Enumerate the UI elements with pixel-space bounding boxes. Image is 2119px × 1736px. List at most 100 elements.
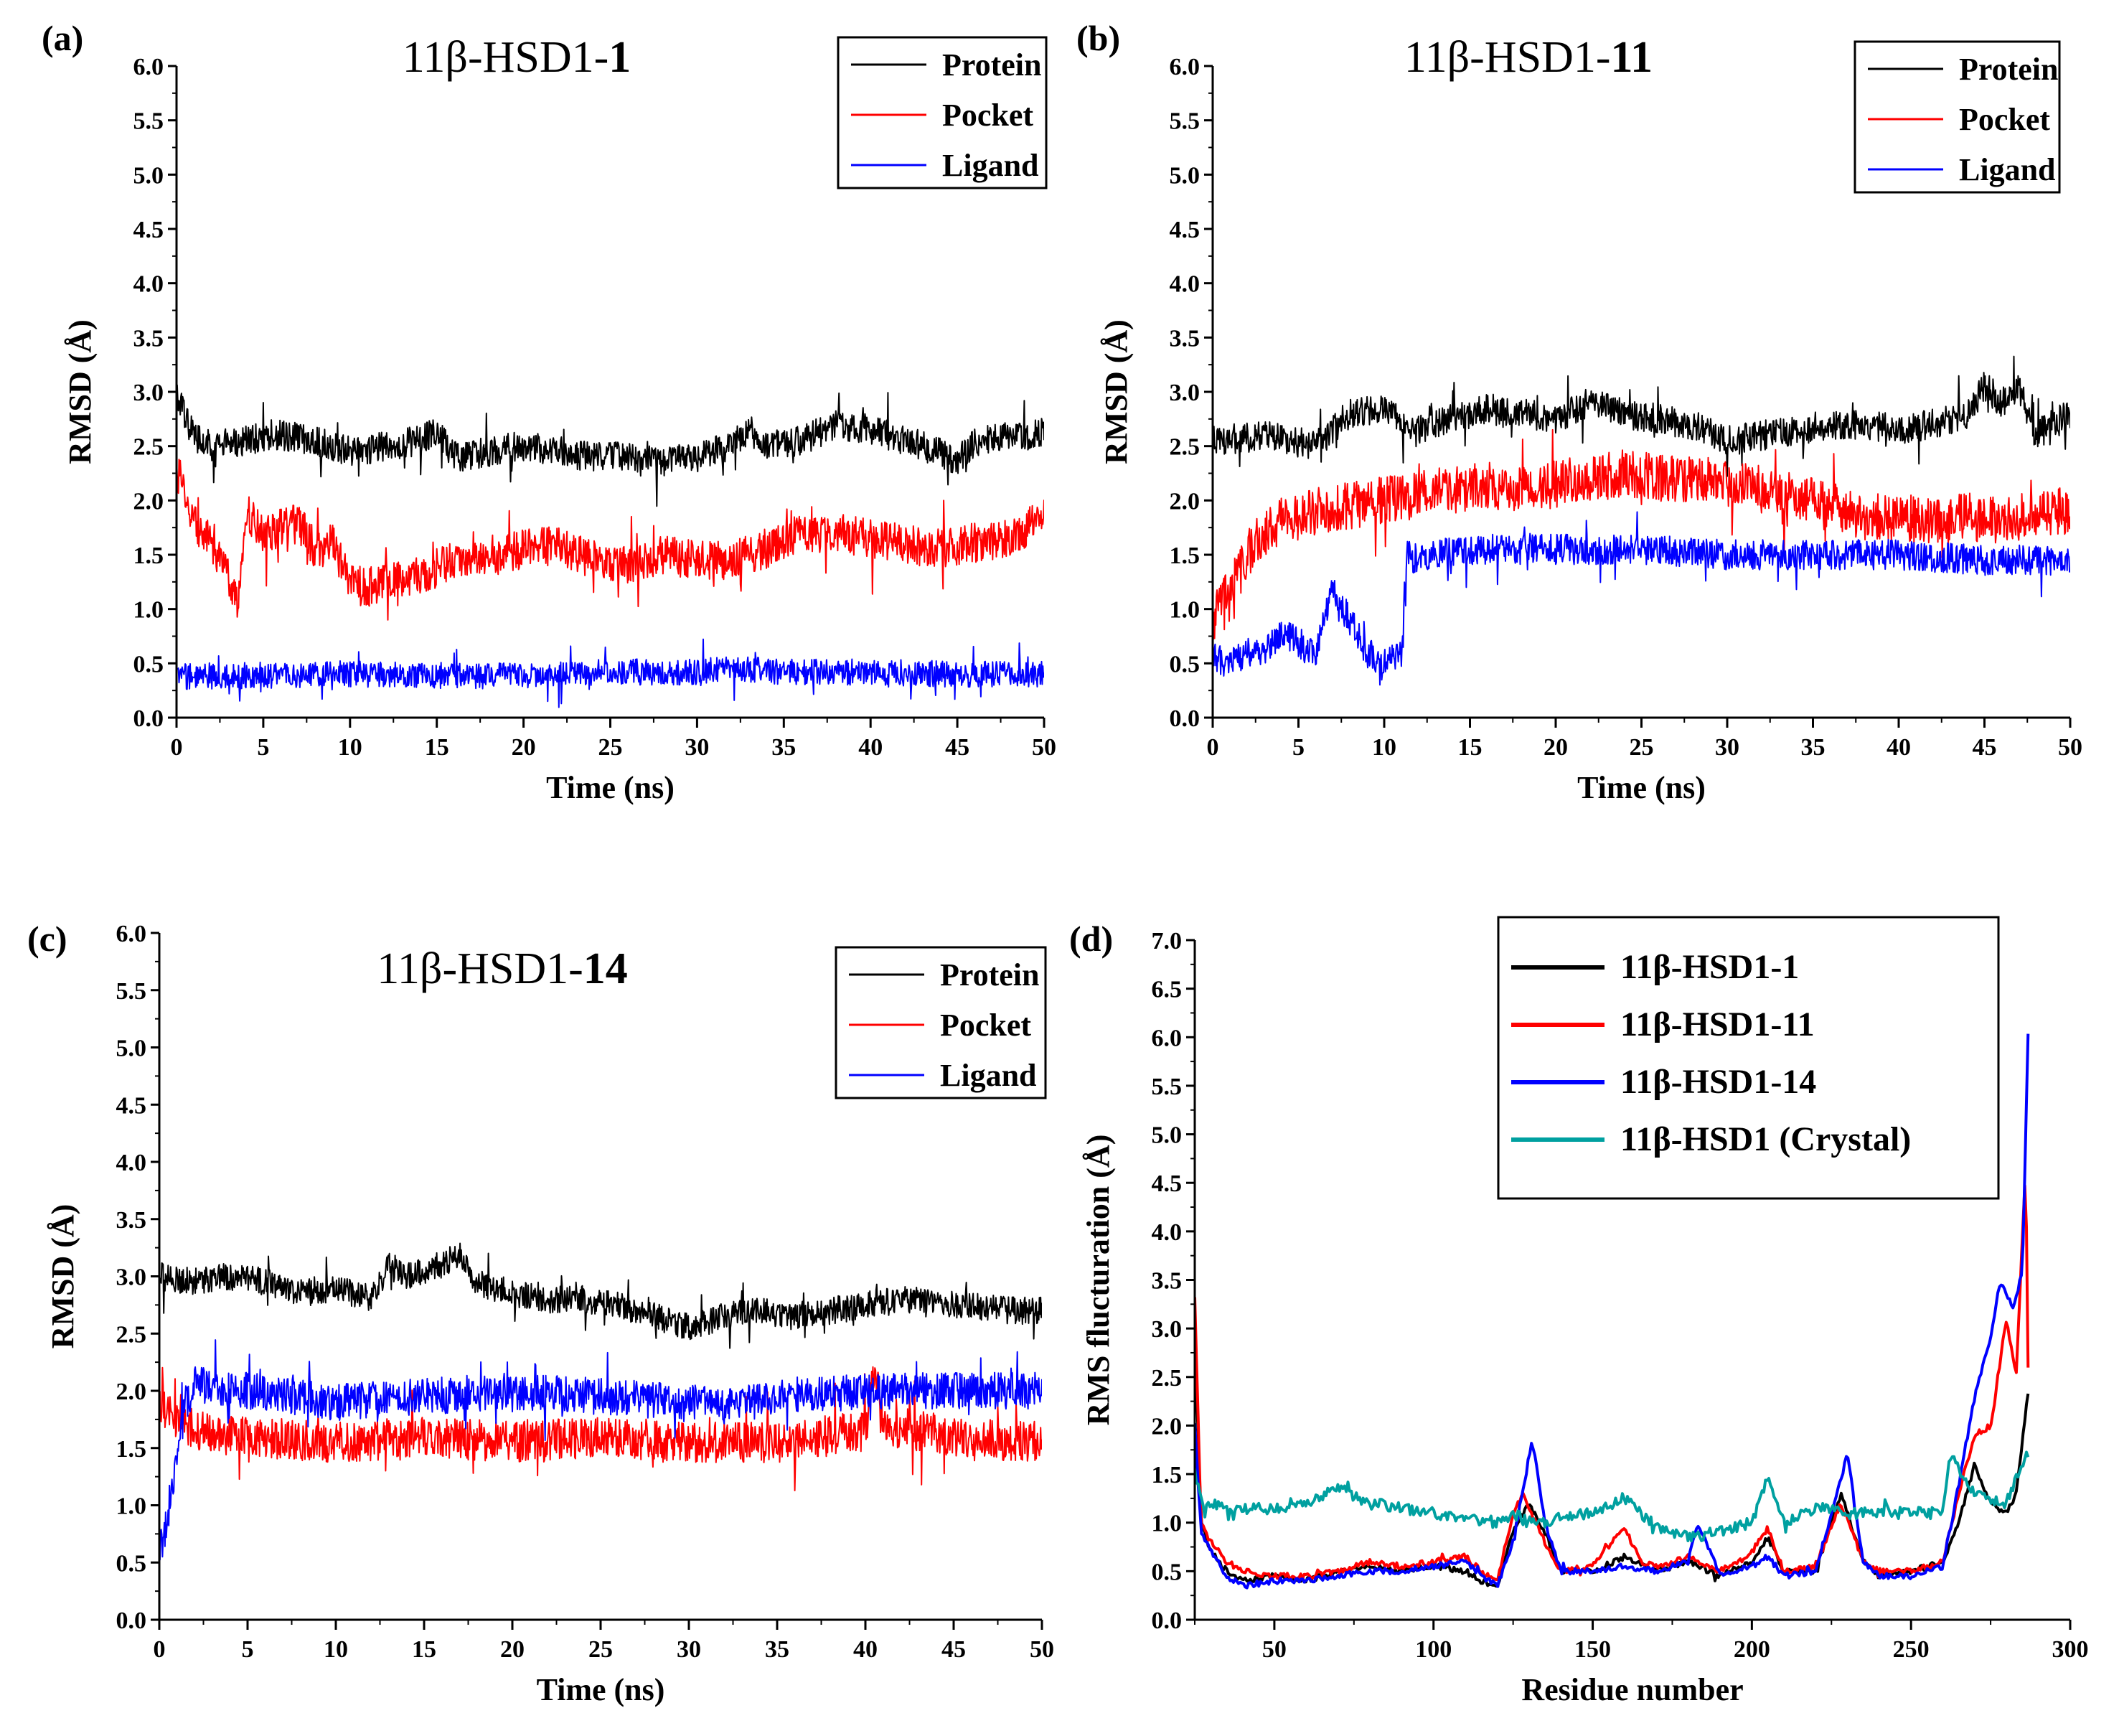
y-tick-label: 1.0: [1170, 597, 1201, 624]
y-axis-label: RMSD (Å): [62, 319, 98, 464]
legend-label: 11β-HSD1-14: [1620, 1063, 1816, 1101]
series-line-Pocket: [1213, 428, 2070, 641]
series-group: [159, 1242, 1042, 1561]
y-tick-label: 6.0: [1170, 54, 1201, 80]
y-tick-label: 0.5: [1152, 1559, 1183, 1585]
x-tick-label: 5: [257, 734, 269, 761]
x-tick-label: 50: [2058, 734, 2082, 761]
y-tick-label: 3.0: [1152, 1316, 1183, 1343]
legend-label: Ligand: [942, 148, 1039, 183]
panel-3: 0.0 0.5 1.0 1.5 2.0 2.5 3.0 3.5 4.0 4.5 5.0 5.5 6.0 0…: [27, 919, 1054, 1707]
title-suffix: 11: [1610, 33, 1653, 82]
series-group: [1195, 1033, 2030, 1590]
y-tick-label: 3.0: [133, 380, 164, 406]
x-axis-label: Time (ns): [537, 1672, 665, 1707]
x-tick-label: 10: [324, 1636, 348, 1663]
x-tick-label: 35: [771, 734, 796, 761]
series-line-Pocket: [177, 459, 1044, 621]
y-tick-label: 4.0: [116, 1150, 147, 1176]
series-line-Protein: [159, 1242, 1042, 1349]
y-tick-label: 6.0: [133, 54, 164, 80]
title-prefix: 11β-HSD1-: [403, 33, 609, 82]
y-tick-label: 2.0: [1170, 488, 1201, 515]
y-tick-label: 3.5: [116, 1207, 147, 1234]
y-tick-label: 3.5: [1170, 325, 1201, 352]
panel-label: (b): [1076, 18, 1120, 58]
y-tick-label: 5.0: [1170, 162, 1201, 189]
x-axis-label: Time (ns): [1577, 770, 1706, 805]
panel-label: (a): [42, 18, 83, 58]
y-tick-label: 0.5: [1170, 651, 1201, 677]
panel-title: 11β-HSD1-14: [377, 944, 628, 993]
legend-box: [835, 946, 1047, 1099]
title-suffix: 1: [609, 33, 631, 82]
legend-label: 11β-HSD1 (Crystal): [1620, 1120, 1911, 1158]
y-tick-label: 5.5: [116, 978, 147, 1005]
y-tick-label: 2.0: [116, 1379, 147, 1405]
x-tick-label: 10: [1372, 734, 1396, 761]
panel-4: 0.0 0.5 1.0 1.5 2.0 2.5 3.0 3.5 4.0 4.5 5.0 5.5 6.0 6…: [1069, 916, 2089, 1707]
y-tick-label: 4.5: [1170, 217, 1201, 243]
y-tick-label: 1.5: [133, 543, 164, 569]
x-tick-label: 100: [1415, 1636, 1452, 1663]
y-axis-label: RMS flucturation (Å): [1081, 1135, 1116, 1426]
y-tick-label: 6.0: [1152, 1025, 1183, 1051]
x-tick-label: 0: [154, 1636, 166, 1663]
x-tick-label: 50: [1262, 1636, 1287, 1663]
x-tick-label: 40: [858, 734, 883, 761]
legend-label: Pocket: [940, 1008, 1031, 1043]
x-tick-label: 0: [171, 734, 183, 761]
x-tick-label: 15: [412, 1636, 436, 1663]
panel-label: (c): [27, 919, 67, 959]
series-line-Protein: [177, 384, 1044, 507]
x-tick-label: 20: [500, 1636, 525, 1663]
series-line-Protein: [1213, 355, 2070, 477]
y-tick-label: 4.0: [1152, 1219, 1183, 1246]
legend-label: Pocket: [1959, 102, 2050, 137]
y-tick-label: 6.0: [116, 921, 147, 947]
x-tick-label: 25: [1630, 734, 1654, 761]
series-line-11β-HSD1 (Crystal): [1195, 1450, 2030, 1543]
x-tick-label: 50: [1030, 1636, 1054, 1663]
y-tick-label: 2.5: [1170, 434, 1201, 461]
y-tick-label: 3.5: [133, 325, 164, 352]
x-tick-label: 200: [1734, 1636, 1770, 1663]
y-tick-label: 1.5: [1170, 543, 1201, 569]
y-tick-label: 1.0: [116, 1493, 147, 1520]
x-tick-label: 35: [1801, 734, 1826, 761]
y-tick-label: 3.5: [1152, 1268, 1183, 1295]
panel-1: 0.0 0.5 1.0 1.5 2.0 2.5 3.0 3.5 4.0 4.5 5.0 5.5 6.0 0…: [42, 18, 1056, 805]
legend-label: Ligand: [1959, 152, 2056, 187]
y-tick-label: 1.0: [133, 597, 164, 624]
y-tick-label: 4.5: [133, 217, 164, 243]
series-group: [1213, 355, 2070, 686]
x-tick-label: 40: [853, 1636, 878, 1663]
series-group: [177, 384, 1044, 708]
y-tick-label: 2.0: [133, 488, 164, 515]
x-tick-label: 150: [1574, 1636, 1611, 1663]
y-tick-label: 5.0: [116, 1036, 147, 1062]
x-tick-label: 30: [1715, 734, 1739, 761]
y-tick-label: 4.5: [1152, 1170, 1183, 1197]
y-tick-label: 7.0: [1152, 928, 1183, 954]
y-tick-label: 5.0: [133, 162, 164, 189]
legend-box: [1497, 916, 2000, 1200]
series-line-Ligand: [159, 1339, 1042, 1561]
series-line-11β-HSD1-11: [1195, 1184, 2030, 1582]
x-tick-label: 45: [1973, 734, 1997, 761]
legend-label: Protein: [940, 957, 1040, 993]
legend-label: Protein: [1959, 52, 2059, 87]
x-tick-label: 45: [945, 734, 969, 761]
x-tick-label: 45: [941, 1636, 966, 1663]
legend-label: 11β-HSD1-1: [1620, 948, 1799, 986]
x-tick-label: 0: [1207, 734, 1219, 761]
series-line-11β-HSD1-14: [1195, 1033, 2030, 1590]
x-tick-label: 15: [425, 734, 449, 761]
series-line-Ligand: [177, 638, 1044, 708]
legend: Protein Pocket Ligand: [835, 946, 1047, 1099]
y-tick-label: 5.5: [1170, 108, 1201, 135]
x-axis-label: Residue number: [1521, 1672, 1743, 1707]
y-tick-label: 0.5: [116, 1550, 147, 1577]
y-tick-label: 5.5: [1152, 1074, 1183, 1100]
